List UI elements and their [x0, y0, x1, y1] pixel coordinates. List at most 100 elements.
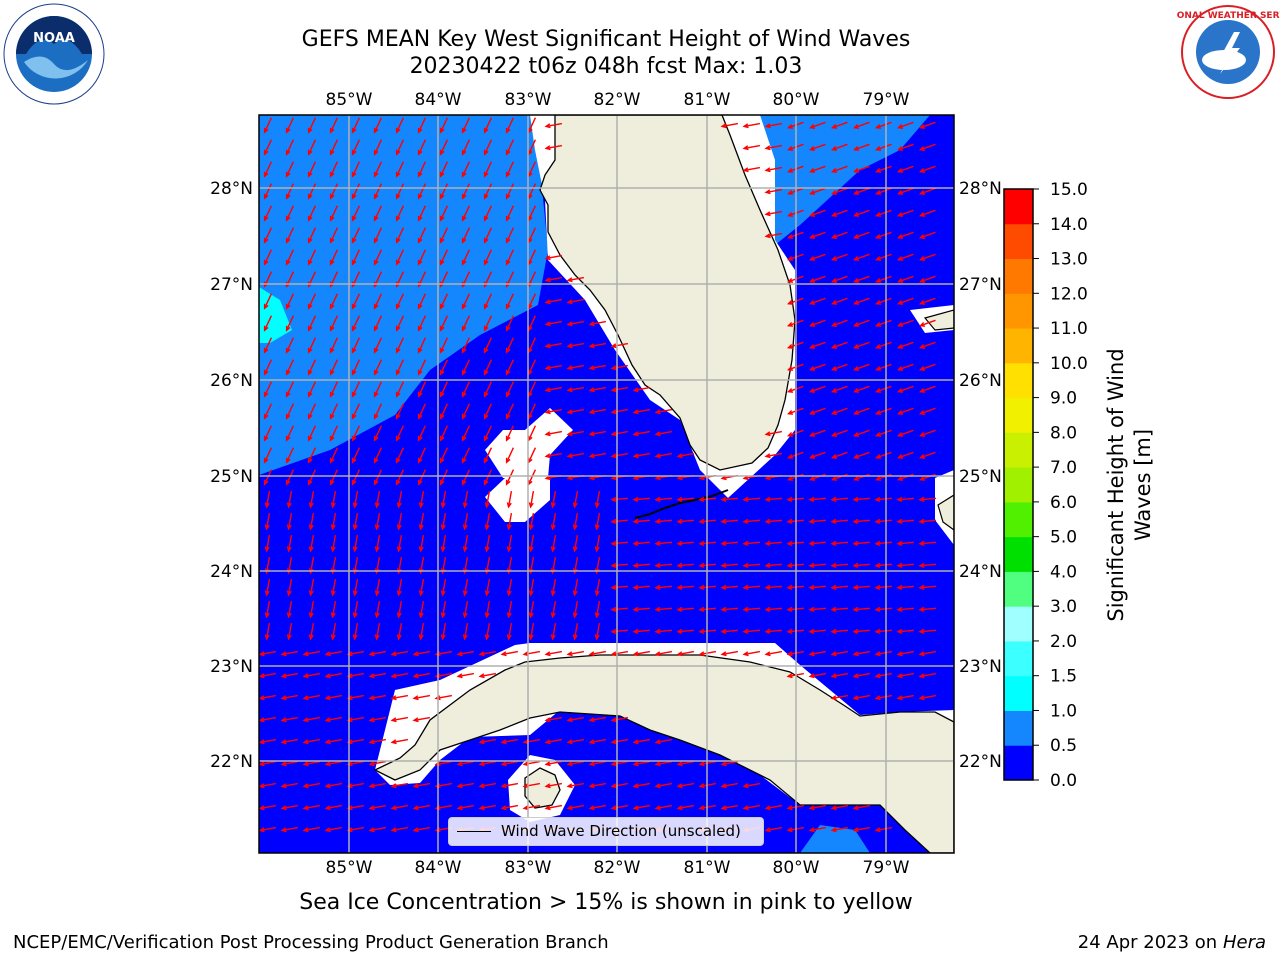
wind-wave-arrow [395, 425, 405, 441]
wind-wave-arrow [523, 760, 541, 766]
wind-wave-arrowhead [396, 546, 402, 553]
wind-wave-arrow [545, 760, 563, 766]
wind-wave-arrow [573, 578, 579, 596]
wind-wave-arrow [501, 650, 519, 656]
wind-wave-arrow [743, 650, 761, 656]
wind-wave-arrow [743, 541, 761, 545]
wind-wave-arrow [920, 407, 936, 415]
wind-wave-arrow [589, 408, 607, 414]
wind-wave-arrow [854, 275, 870, 283]
wind-wave-arrowhead [417, 193, 423, 200]
wind-wave-arrowhead [698, 584, 705, 590]
wind-wave-arrow [589, 430, 607, 436]
wind-wave-arrowhead [764, 805, 771, 811]
lon-label-bottom: 80°W [773, 858, 820, 878]
wind-wave-arrow [395, 139, 405, 155]
wind-wave-arrowhead [302, 673, 309, 679]
wind-wave-arrow [611, 497, 629, 501]
wind-wave-arrowhead [395, 215, 401, 222]
wind-wave-arrowhead [787, 322, 794, 327]
wind-wave-arrow [391, 650, 409, 656]
wind-wave-arrow [373, 293, 383, 309]
wind-wave-arrow [281, 760, 299, 766]
wind-wave-arrow [457, 804, 475, 810]
wind-wave-arrowhead [830, 827, 837, 833]
wind-wave-arrowhead [280, 717, 287, 723]
wind-wave-arrowhead [594, 634, 600, 641]
wind-wave-arrowhead [896, 651, 903, 657]
wind-wave-arrow [920, 275, 936, 283]
wind-wave-arrowhead [368, 673, 375, 679]
wind-wave-arrow [523, 738, 541, 744]
wind-wave-arrowhead [875, 454, 882, 459]
colorbar-frame [1003, 188, 1034, 781]
wind-wave-arrowhead [875, 124, 882, 129]
wind-wave-arrow [259, 738, 277, 744]
wind-wave-arrowhead [809, 366, 816, 371]
wind-wave-arrow [259, 694, 277, 700]
wind-wave-arrowhead [742, 518, 749, 524]
colorbar-segment [1004, 675, 1033, 711]
wind-wave-arrow [595, 600, 601, 618]
wind-wave-arrow [898, 363, 914, 371]
wind-wave-arrowhead [329, 193, 335, 200]
wind-wave-arrow [265, 622, 271, 640]
wind-wave-arrow [419, 622, 425, 640]
wind-wave-arrowhead [566, 651, 573, 657]
wind-wave-arrowhead [919, 234, 926, 239]
wind-wave-arrow [876, 187, 892, 195]
wind-wave-arrow [461, 403, 471, 419]
wind-wave-arrow [375, 490, 381, 508]
wind-wave-arrow [832, 473, 848, 481]
wind-wave-arrowhead [720, 628, 727, 634]
wind-wave-arrowhead [874, 518, 881, 524]
wind-wave-arrow [265, 578, 271, 596]
wind-wave-arrow [551, 512, 557, 530]
wind-wave-arrowhead [483, 149, 489, 156]
wind-wave-arrowhead [263, 479, 269, 486]
wind-wave-arrowhead [786, 606, 793, 612]
wind-wave-arrow [810, 473, 826, 481]
wind-wave-arrowhead [373, 413, 379, 420]
wind-wave-arrowhead [787, 190, 794, 195]
wind-wave-arrowhead [500, 761, 507, 767]
wind-wave-arrowhead [566, 761, 573, 767]
wind-wave-arrowhead [544, 321, 551, 327]
wind-wave-arrowhead [632, 431, 639, 437]
wind-wave-arrowhead [307, 149, 313, 156]
wind-wave-arrow [853, 541, 871, 545]
wind-wave-arrowhead [919, 278, 926, 283]
lon-label-top: 85°W [326, 90, 373, 110]
wind-wave-arrow [351, 381, 361, 397]
wind-wave-arrowhead [439, 413, 445, 420]
wind-wave-arrowhead [875, 256, 882, 261]
wind-wave-arrow [721, 760, 739, 766]
wind-wave-arrowhead [417, 259, 423, 266]
colorbar-tick-label: 15.0 [1050, 180, 1088, 200]
wind-wave-arrow [303, 672, 321, 678]
wind-wave-arrow [287, 512, 293, 530]
wind-wave-arrowhead [390, 783, 397, 789]
wind-wave-arrowhead [478, 673, 485, 679]
wind-wave-arrowhead [263, 435, 269, 442]
wind-wave-arrowhead [676, 540, 683, 546]
wind-wave-arrowhead [875, 278, 882, 283]
wind-wave-arrow [831, 519, 849, 523]
wind-wave-arrow [265, 512, 271, 530]
wind-wave-arrow [351, 293, 361, 309]
wind-wave-arrow [373, 425, 383, 441]
wind-wave-arrowhead [351, 435, 357, 442]
wind-wave-arrowhead [329, 303, 335, 310]
wind-wave-arrowhead [302, 651, 309, 657]
wind-wave-arrow [875, 541, 893, 545]
wind-wave-arrow [259, 760, 277, 766]
wind-wave-arrowhead [809, 124, 816, 129]
wind-wave-arrow [527, 359, 537, 375]
wind-wave-arrowhead [809, 168, 816, 173]
wind-wave-arrowhead [483, 259, 489, 266]
wind-wave-arrow [633, 497, 651, 501]
wind-wave-arrowhead [831, 300, 838, 305]
wind-wave-arrowhead [566, 739, 573, 745]
wind-wave-arrow [285, 337, 295, 353]
wind-wave-arrowhead [461, 457, 467, 464]
